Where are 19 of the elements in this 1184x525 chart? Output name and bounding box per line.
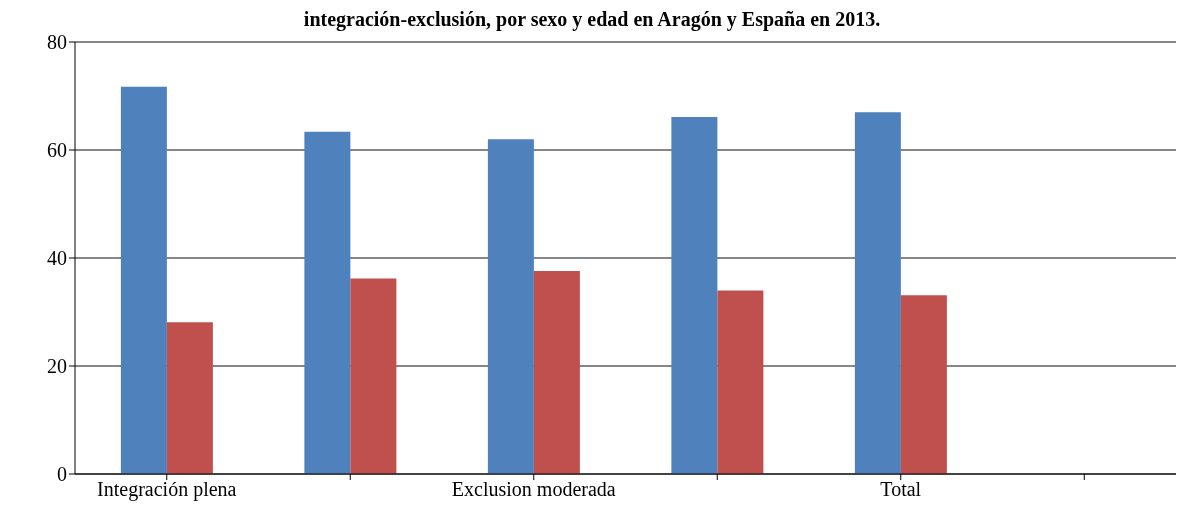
- x-tick-label: Total: [880, 478, 922, 501]
- bar: [487, 139, 534, 474]
- y-tick-label: 40: [47, 247, 67, 270]
- y-tick-label: 0: [57, 463, 67, 486]
- bar: [166, 322, 213, 474]
- bar: [900, 295, 947, 474]
- y-tick-label: 80: [47, 31, 67, 54]
- x-tick-label: Exclusion moderada: [451, 478, 616, 501]
- bar: [120, 86, 167, 474]
- bar: [854, 112, 901, 474]
- bar: [671, 117, 718, 474]
- bar: [350, 278, 397, 474]
- y-tick-label: 20: [47, 355, 67, 378]
- x-tick-label: Integración plena: [97, 478, 237, 502]
- bar: [717, 290, 764, 474]
- bar: [304, 131, 351, 474]
- y-tick-label: 60: [47, 139, 67, 162]
- bar: [533, 270, 580, 474]
- chart-title: integración-exclusión, por sexo y edad en Aragón y España en 2013.: [303, 8, 881, 30]
